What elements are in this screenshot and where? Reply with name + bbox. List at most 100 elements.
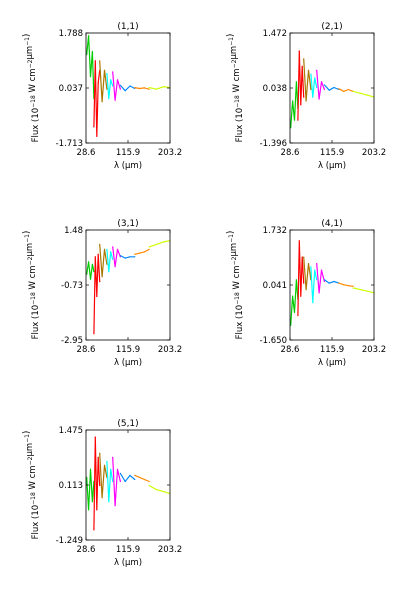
data-point	[359, 289, 361, 291]
data-point	[108, 271, 110, 273]
data-point	[305, 100, 307, 102]
data-point	[103, 248, 106, 250]
series-line-4	[106, 249, 114, 273]
y-axis-label: Flux (10−18 W cm−2μm−1)	[22, 431, 41, 540]
data-point	[303, 58, 305, 60]
x-axis-label: λ (μm)	[114, 161, 142, 171]
data-point	[148, 480, 150, 483]
series-line-1	[86, 35, 95, 99]
series-line-4	[310, 266, 318, 304]
data-point	[97, 456, 99, 458]
data-point	[134, 478, 136, 481]
series-line-1	[290, 279, 299, 326]
data-point	[300, 104, 302, 106]
data-point	[106, 72, 108, 75]
series-line-2	[93, 60, 101, 137]
data-point	[298, 50, 300, 52]
y-axis-label: Flux (10−18 W cm−2μm−1)	[22, 231, 41, 340]
data-point	[143, 251, 145, 253]
data-point	[155, 88, 157, 90]
data-point	[134, 253, 136, 255]
series-line-5	[112, 457, 121, 507]
series-line-3	[99, 60, 108, 103]
data-point	[110, 79, 112, 81]
x-tick-label: 203.2	[158, 545, 182, 555]
data-point	[96, 295, 98, 298]
y-tick-label: 0.038	[263, 84, 287, 94]
x-axis-label: λ (μm)	[318, 161, 346, 171]
data-point	[97, 82, 99, 84]
series-line-7	[338, 88, 354, 93]
data-point	[91, 263, 93, 265]
data-point	[88, 261, 90, 263]
panel-title: (5,1)	[117, 419, 138, 429]
series-line-7	[134, 87, 150, 90]
data-point	[103, 69, 106, 71]
data-point	[143, 478, 145, 481]
data-point	[320, 81, 323, 83]
series-line-3	[99, 244, 108, 278]
data-point	[108, 98, 110, 100]
series-line-7	[338, 282, 354, 287]
y-tick-label: 1.472	[263, 29, 287, 39]
data-point	[292, 295, 294, 297]
series-line-3	[99, 453, 108, 499]
data-point	[139, 87, 141, 90]
data-point	[338, 282, 340, 284]
y-tick-label: 0.037	[59, 84, 83, 94]
x-tick-label: 115.9	[116, 148, 140, 158]
data-point	[112, 246, 114, 248]
data-point	[301, 256, 303, 258]
series-line-7	[134, 474, 150, 483]
data-point	[316, 263, 318, 265]
x-axis-label: λ (μm)	[318, 358, 346, 368]
data-point	[163, 241, 165, 243]
axes-box	[85, 229, 171, 341]
series-line-4	[106, 73, 114, 100]
data-point	[318, 98, 320, 100]
data-point	[119, 88, 121, 90]
data-point	[134, 256, 136, 258]
x-axis-label: λ (μm)	[114, 558, 142, 568]
series-line-3	[303, 257, 312, 291]
data-point	[295, 279, 297, 281]
data-point	[91, 50, 93, 53]
data-point	[328, 282, 330, 284]
data-point	[110, 468, 112, 470]
series-line-5	[112, 71, 121, 101]
data-point	[139, 252, 141, 254]
data-point	[305, 289, 307, 291]
data-point	[367, 290, 369, 292]
x-tick-label: 203.2	[362, 148, 386, 158]
series-line-6	[323, 84, 340, 91]
series-line-8	[149, 86, 170, 90]
data-point	[110, 251, 112, 253]
data-point	[312, 302, 314, 304]
series-line-8	[353, 90, 375, 98]
y-axis-label: Flux (10−18 W cm−2μm−1)	[22, 34, 41, 143]
series-line-5	[112, 246, 121, 268]
data-point	[93, 333, 95, 335]
data-point	[352, 285, 354, 287]
data-point	[106, 460, 108, 462]
data-point	[314, 269, 316, 271]
panel-title: (3,1)	[117, 219, 138, 229]
data-point	[303, 282, 305, 284]
y-tick-label: 0.041	[263, 281, 287, 291]
data-point	[333, 280, 335, 283]
series-line-1	[290, 81, 299, 128]
data-point	[148, 246, 150, 248]
x-tick-label: 115.9	[320, 148, 344, 158]
data-point	[103, 464, 106, 466]
y-tick-label: -1.396	[260, 139, 287, 149]
data-point	[310, 73, 312, 75]
data-point	[106, 263, 108, 265]
data-point	[290, 324, 292, 326]
panel-5: (5,1) -1.249 0.113 1.475 28.6 115.9 203.2 λ (μm…	[22, 419, 182, 568]
data-point	[112, 456, 114, 458]
data-point	[99, 484, 101, 487]
data-point	[338, 88, 340, 90]
x-axis-label: λ (μm)	[114, 358, 142, 368]
data-point	[129, 474, 131, 476]
data-point	[310, 266, 312, 268]
